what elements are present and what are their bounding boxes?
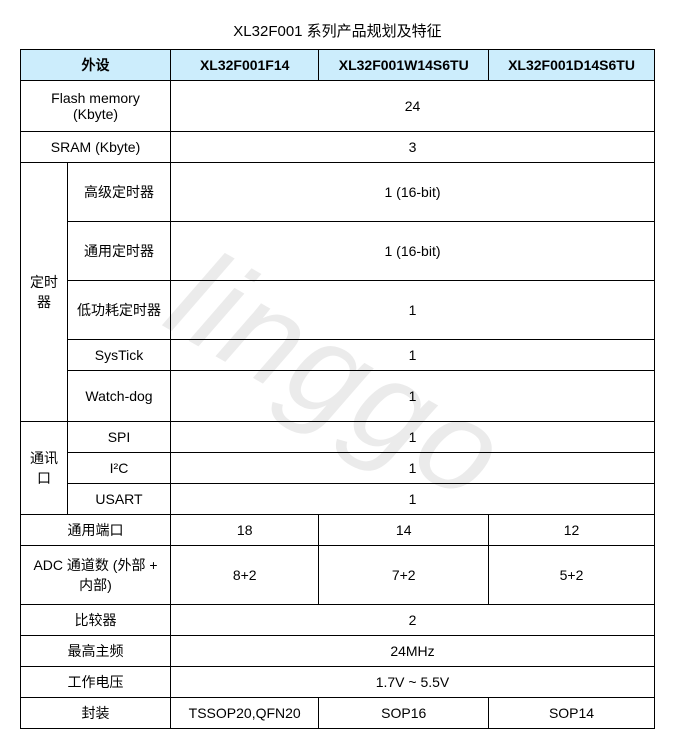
header-peripheral: 外设 (21, 50, 171, 81)
table-row: SysTick 1 (21, 340, 655, 371)
table-row: 通用端口 18 14 12 (21, 515, 655, 546)
sram-value: 3 (171, 132, 655, 163)
table-row: 通讯口 SPI 1 (21, 422, 655, 453)
table-row: USART 1 (21, 484, 655, 515)
flash-value: 24 (171, 81, 655, 132)
watchdog-value: 1 (171, 371, 655, 422)
table-row: 低功耗定时器 1 (21, 281, 655, 340)
lp-timer-label: 低功耗定时器 (68, 281, 171, 340)
table-row: 通用定时器 1 (16-bit) (21, 222, 655, 281)
adv-timer-value: 1 (16-bit) (171, 163, 655, 222)
table-row: 最高主频 24MHz (21, 636, 655, 667)
package-label: 封装 (21, 698, 171, 729)
table-header-row: 外设 XL32F001F14 XL32F001W14S6TU XL32F001D… (21, 50, 655, 81)
page-title: XL32F001 系列产品规划及特征 (20, 20, 655, 41)
usart-label: USART (68, 484, 171, 515)
header-col1: XL32F001F14 (171, 50, 319, 81)
gpio-v1: 18 (171, 515, 319, 546)
package-v3: SOP14 (489, 698, 655, 729)
lp-timer-value: 1 (171, 281, 655, 340)
gen-timer-value: 1 (16-bit) (171, 222, 655, 281)
gpio-label: 通用端口 (21, 515, 171, 546)
spi-value: 1 (171, 422, 655, 453)
i2c-label: I²C (68, 453, 171, 484)
comm-group-label: 通讯口 (21, 422, 68, 515)
table-row: Flash memory (Kbyte) 24 (21, 81, 655, 132)
usart-value: 1 (171, 484, 655, 515)
table-row: I²C 1 (21, 453, 655, 484)
gpio-v3: 12 (489, 515, 655, 546)
table-row: ADC 通道数 (外部 + 内部) 8+2 7+2 5+2 (21, 546, 655, 605)
adc-v3: 5+2 (489, 546, 655, 605)
gpio-v2: 14 (319, 515, 489, 546)
header-col3: XL32F001D14S6TU (489, 50, 655, 81)
table-row: SRAM (Kbyte) 3 (21, 132, 655, 163)
table-row: 定时器 高级定时器 1 (16-bit) (21, 163, 655, 222)
spi-label: SPI (68, 422, 171, 453)
comparator-label: 比较器 (21, 605, 171, 636)
comparator-value: 2 (171, 605, 655, 636)
flash-label: Flash memory (Kbyte) (21, 81, 171, 132)
package-v2: SOP16 (319, 698, 489, 729)
spec-table: 外设 XL32F001F14 XL32F001W14S6TU XL32F001D… (20, 49, 655, 729)
freq-label: 最高主频 (21, 636, 171, 667)
watchdog-label: Watch-dog (68, 371, 171, 422)
header-col2: XL32F001W14S6TU (319, 50, 489, 81)
table-row: Watch-dog 1 (21, 371, 655, 422)
freq-value: 24MHz (171, 636, 655, 667)
adc-v1: 8+2 (171, 546, 319, 605)
table-row: 比较器 2 (21, 605, 655, 636)
adv-timer-label: 高级定时器 (68, 163, 171, 222)
adc-v2: 7+2 (319, 546, 489, 605)
table-row: 封装 TSSOP20,QFN20 SOP16 SOP14 (21, 698, 655, 729)
voltage-label: 工作电压 (21, 667, 171, 698)
i2c-value: 1 (171, 453, 655, 484)
timer-group-label: 定时器 (21, 163, 68, 422)
sram-label: SRAM (Kbyte) (21, 132, 171, 163)
package-v1: TSSOP20,QFN20 (171, 698, 319, 729)
systick-value: 1 (171, 340, 655, 371)
voltage-value: 1.7V ~ 5.5V (171, 667, 655, 698)
adc-label: ADC 通道数 (外部 + 内部) (21, 546, 171, 605)
systick-label: SysTick (68, 340, 171, 371)
gen-timer-label: 通用定时器 (68, 222, 171, 281)
table-row: 工作电压 1.7V ~ 5.5V (21, 667, 655, 698)
